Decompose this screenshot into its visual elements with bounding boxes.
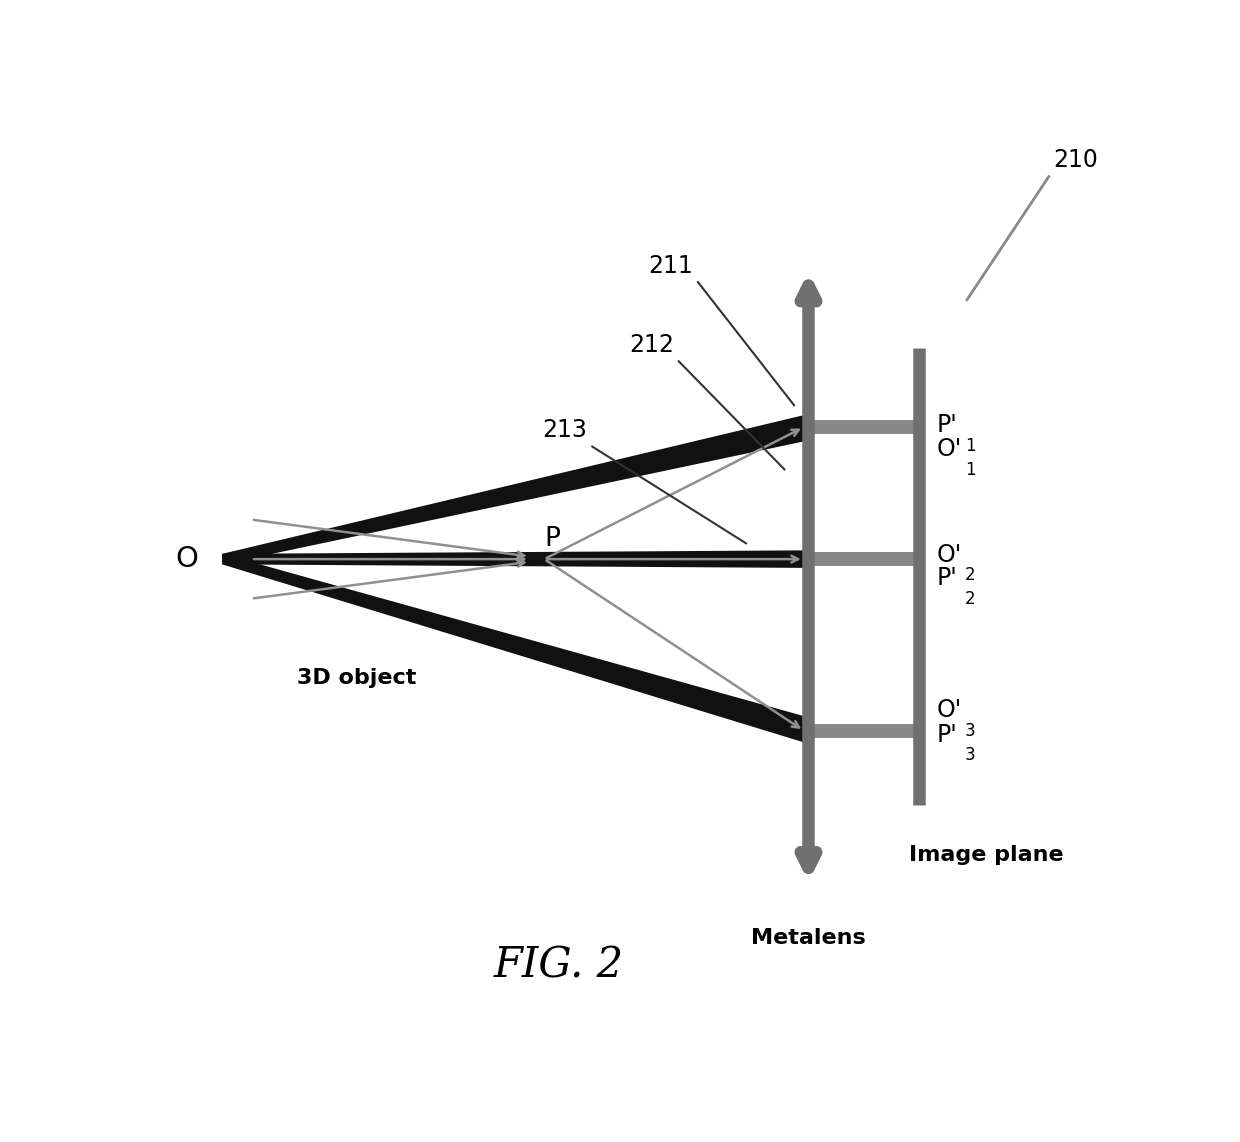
Text: 213: 213 [543, 418, 588, 442]
Polygon shape [222, 550, 808, 568]
Text: O': O' [936, 437, 961, 461]
Text: 3D object: 3D object [298, 668, 417, 687]
Text: FIG. 2: FIG. 2 [494, 944, 624, 987]
Text: 3: 3 [965, 747, 976, 764]
Text: 210: 210 [1054, 148, 1099, 172]
Polygon shape [808, 552, 919, 566]
Polygon shape [222, 554, 808, 743]
Polygon shape [808, 724, 919, 738]
Text: O': O' [936, 542, 961, 566]
Text: P': P' [936, 723, 957, 747]
Text: P': P' [936, 413, 957, 437]
Text: P: P [544, 526, 560, 552]
Text: 1: 1 [965, 460, 976, 478]
Text: P': P' [936, 566, 957, 590]
Text: 3: 3 [965, 722, 976, 740]
Text: Metalens: Metalens [751, 928, 866, 949]
Text: O': O' [936, 699, 961, 723]
Text: 2: 2 [965, 590, 976, 608]
Text: 212: 212 [629, 332, 675, 356]
Text: 211: 211 [649, 254, 693, 278]
Text: Image plane: Image plane [909, 845, 1064, 864]
Text: 2: 2 [965, 566, 976, 585]
Polygon shape [808, 420, 919, 434]
Polygon shape [222, 415, 808, 564]
Text: 1: 1 [965, 437, 976, 455]
Text: O: O [175, 545, 198, 573]
